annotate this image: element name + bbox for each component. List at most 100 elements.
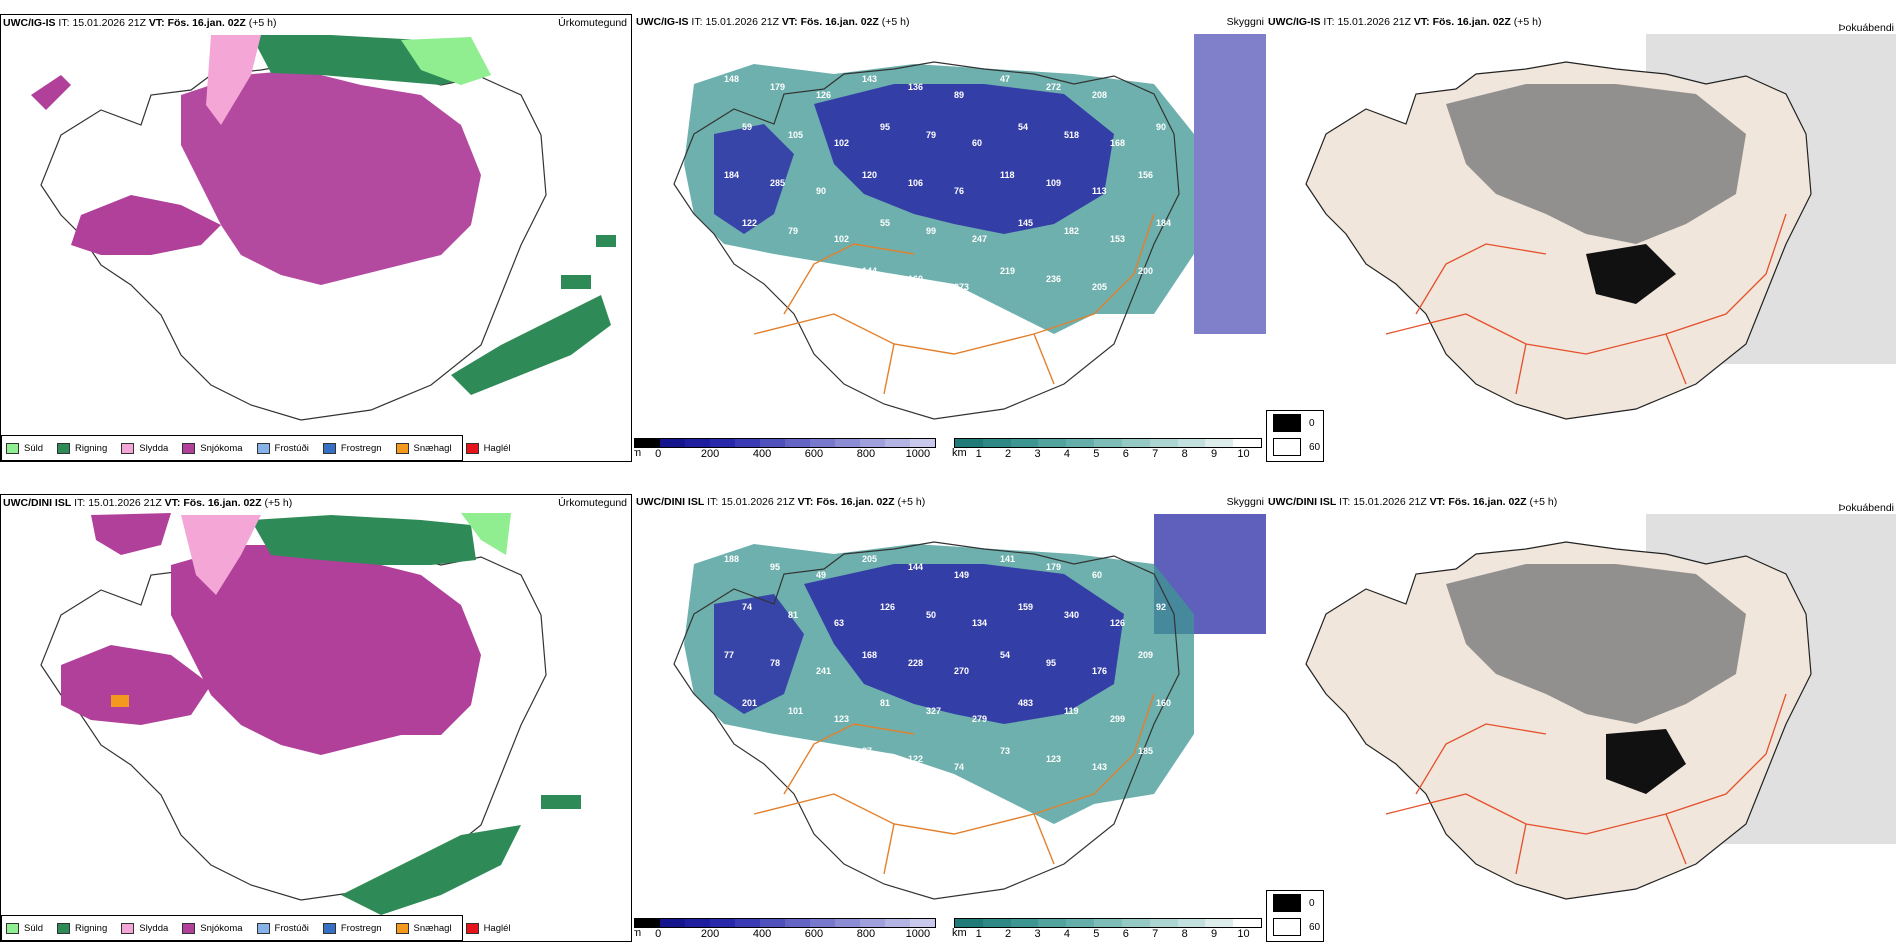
visibility-value: 82 bbox=[770, 274, 781, 284]
visibility-value: 134 bbox=[972, 618, 988, 628]
visibility-value: 59 bbox=[742, 122, 753, 132]
fog-legend-swatch bbox=[1273, 918, 1301, 936]
visibility-value: 200 bbox=[1138, 266, 1154, 276]
legend-swatch bbox=[182, 442, 196, 454]
visibility-value: 118 bbox=[724, 266, 739, 276]
legend-label: Slydda bbox=[139, 922, 169, 934]
colorbar-cell bbox=[1010, 439, 1039, 447]
visibility-map-bottom bbox=[673, 514, 1266, 900]
panel-title: Úrkomutegund bbox=[558, 497, 627, 509]
visibility-value: 179 bbox=[770, 82, 786, 92]
colorbar-tick-label: 8 bbox=[1181, 928, 1188, 940]
model-label: UWC/IG-IS bbox=[1268, 16, 1321, 28]
visibility-value: 143 bbox=[862, 74, 878, 84]
colorbar-ticks: 0 200 400 600 800 1000 bbox=[634, 448, 936, 460]
fog-legend: 0 60 bbox=[1266, 890, 1324, 942]
precip-panel-top: UWC/IG-IS IT: 15.01.2026 21Z VT: Fös. 16… bbox=[0, 14, 632, 462]
legend-label: Súld bbox=[24, 442, 44, 454]
it-label: IT: bbox=[1323, 16, 1335, 28]
precip-map-bottom bbox=[40, 513, 581, 915]
visibility-value: 47 bbox=[1000, 74, 1011, 84]
model-label: UWC/IG-IS bbox=[3, 17, 56, 29]
it-label: IT: bbox=[1339, 496, 1351, 508]
colorbar-tick-label: 4 bbox=[1063, 448, 1070, 460]
visibility-value: 141 bbox=[1000, 554, 1016, 564]
visibility-value: 79 bbox=[926, 130, 937, 140]
visibility-value: 153 bbox=[1110, 234, 1126, 244]
legend-item: Frostregn bbox=[322, 442, 382, 454]
fog-panel-bottom: UWC/DINI ISL IT: 15.01.2026 21Z VT: Fös.… bbox=[1266, 494, 1900, 942]
visibility-value: 208 bbox=[1092, 90, 1108, 100]
colorbar-cell bbox=[860, 919, 885, 927]
panel-title: Þokuábendi bbox=[1838, 22, 1894, 34]
colorbar-cell bbox=[810, 439, 835, 447]
colorbar-tick-label: 2 bbox=[1005, 448, 1012, 460]
fog-legend-swatch bbox=[1273, 438, 1301, 456]
rain-patch bbox=[596, 235, 616, 247]
visibility-value: 92 bbox=[1156, 602, 1167, 612]
colorbar-tick-label: 800 bbox=[856, 448, 876, 460]
colorbar-cell bbox=[1121, 439, 1150, 447]
vt-label: VT: bbox=[781, 16, 798, 28]
colorbar-cells bbox=[954, 438, 1262, 448]
visibility-value: 50 bbox=[926, 610, 937, 620]
visibility-value: 90 bbox=[816, 186, 827, 196]
visibility-value: 279 bbox=[972, 714, 988, 724]
visibility-value: 160 bbox=[908, 274, 924, 284]
vt-label: VT: bbox=[164, 497, 181, 509]
vt-label: VT: bbox=[797, 496, 814, 508]
colorbar-unit: m bbox=[634, 447, 642, 459]
colorbar-tick-label: 3 bbox=[1034, 928, 1041, 940]
colorbar-ticks: 0 200 400 600 800 1000 bbox=[634, 928, 936, 940]
visibility-value: 73 bbox=[1000, 746, 1011, 756]
colorbar-cell bbox=[1177, 919, 1206, 927]
visibility-value: 483 bbox=[1018, 698, 1034, 708]
precip-legend: Súld Rigning Slydda Snjókoma Frostúði Frostre… bbox=[1, 435, 511, 461]
colorbar-tick-label: 1000 bbox=[905, 928, 931, 940]
colorbar-tick-label: 8 bbox=[1181, 448, 1188, 460]
road-network bbox=[1385, 213, 1787, 395]
it-value: 15.01.2026 21Z bbox=[721, 496, 795, 508]
visibility-value: 482 bbox=[724, 746, 740, 756]
visibility-value: 168 bbox=[1110, 138, 1126, 148]
visibility-value: 272 bbox=[1046, 82, 1062, 92]
colorbar-cell bbox=[760, 439, 785, 447]
colorbar-cell bbox=[885, 439, 910, 447]
colorbar-cell bbox=[685, 439, 710, 447]
visibility-value: 95 bbox=[880, 122, 891, 132]
blue-area-west bbox=[714, 124, 794, 234]
road-network bbox=[753, 213, 1155, 395]
visibility-value: 126 bbox=[880, 602, 896, 612]
colorbar-tick-label: 10 bbox=[1237, 448, 1250, 460]
legend-item: Slydda bbox=[121, 442, 169, 454]
visibility-value: 90 bbox=[816, 282, 827, 292]
colorbar-cell bbox=[810, 919, 835, 927]
sleet-area bbox=[206, 35, 261, 125]
fog-legend-row: 0 bbox=[1267, 411, 1323, 435]
precip-map-top bbox=[31, 35, 616, 421]
height-colorbar: m 0 200 400 600 800 1000 bbox=[634, 918, 936, 940]
legend-label: Frostúði bbox=[274, 442, 309, 454]
colorbar-cell bbox=[660, 439, 685, 447]
visibility-value: 109 bbox=[1046, 178, 1062, 188]
legend-item: Snæhagl bbox=[395, 442, 452, 454]
sea-visibility-east bbox=[1194, 34, 1266, 334]
legend-label: Slydda bbox=[139, 442, 169, 454]
colorbar-unit: km bbox=[952, 447, 967, 459]
map-header: UWC/DINI ISL IT: 15.01.2026 21Z VT: Fös.… bbox=[1268, 496, 1557, 508]
vt-value: Fös. 16.jan. 02Z bbox=[183, 497, 262, 509]
colorbar-cell bbox=[735, 919, 760, 927]
visibility-value: 101 bbox=[788, 706, 804, 716]
visibility-value: 102 bbox=[834, 234, 850, 244]
visibility-value: 89 bbox=[954, 90, 965, 100]
colorbar-tick-label: 1 bbox=[975, 448, 982, 460]
legend-item: Snæhagl bbox=[395, 922, 452, 934]
height-colorbar: m 0 200 400 600 800 1000 bbox=[634, 438, 936, 460]
visibility-value: 51 bbox=[1138, 554, 1149, 564]
colorbar-cell bbox=[835, 919, 860, 927]
panel-title: Úrkomutegund bbox=[558, 17, 627, 29]
colorbar-cells bbox=[954, 918, 1262, 928]
it-label: IT: bbox=[58, 17, 70, 29]
snow-area-west bbox=[61, 645, 211, 725]
colorbar-cell bbox=[785, 919, 810, 927]
